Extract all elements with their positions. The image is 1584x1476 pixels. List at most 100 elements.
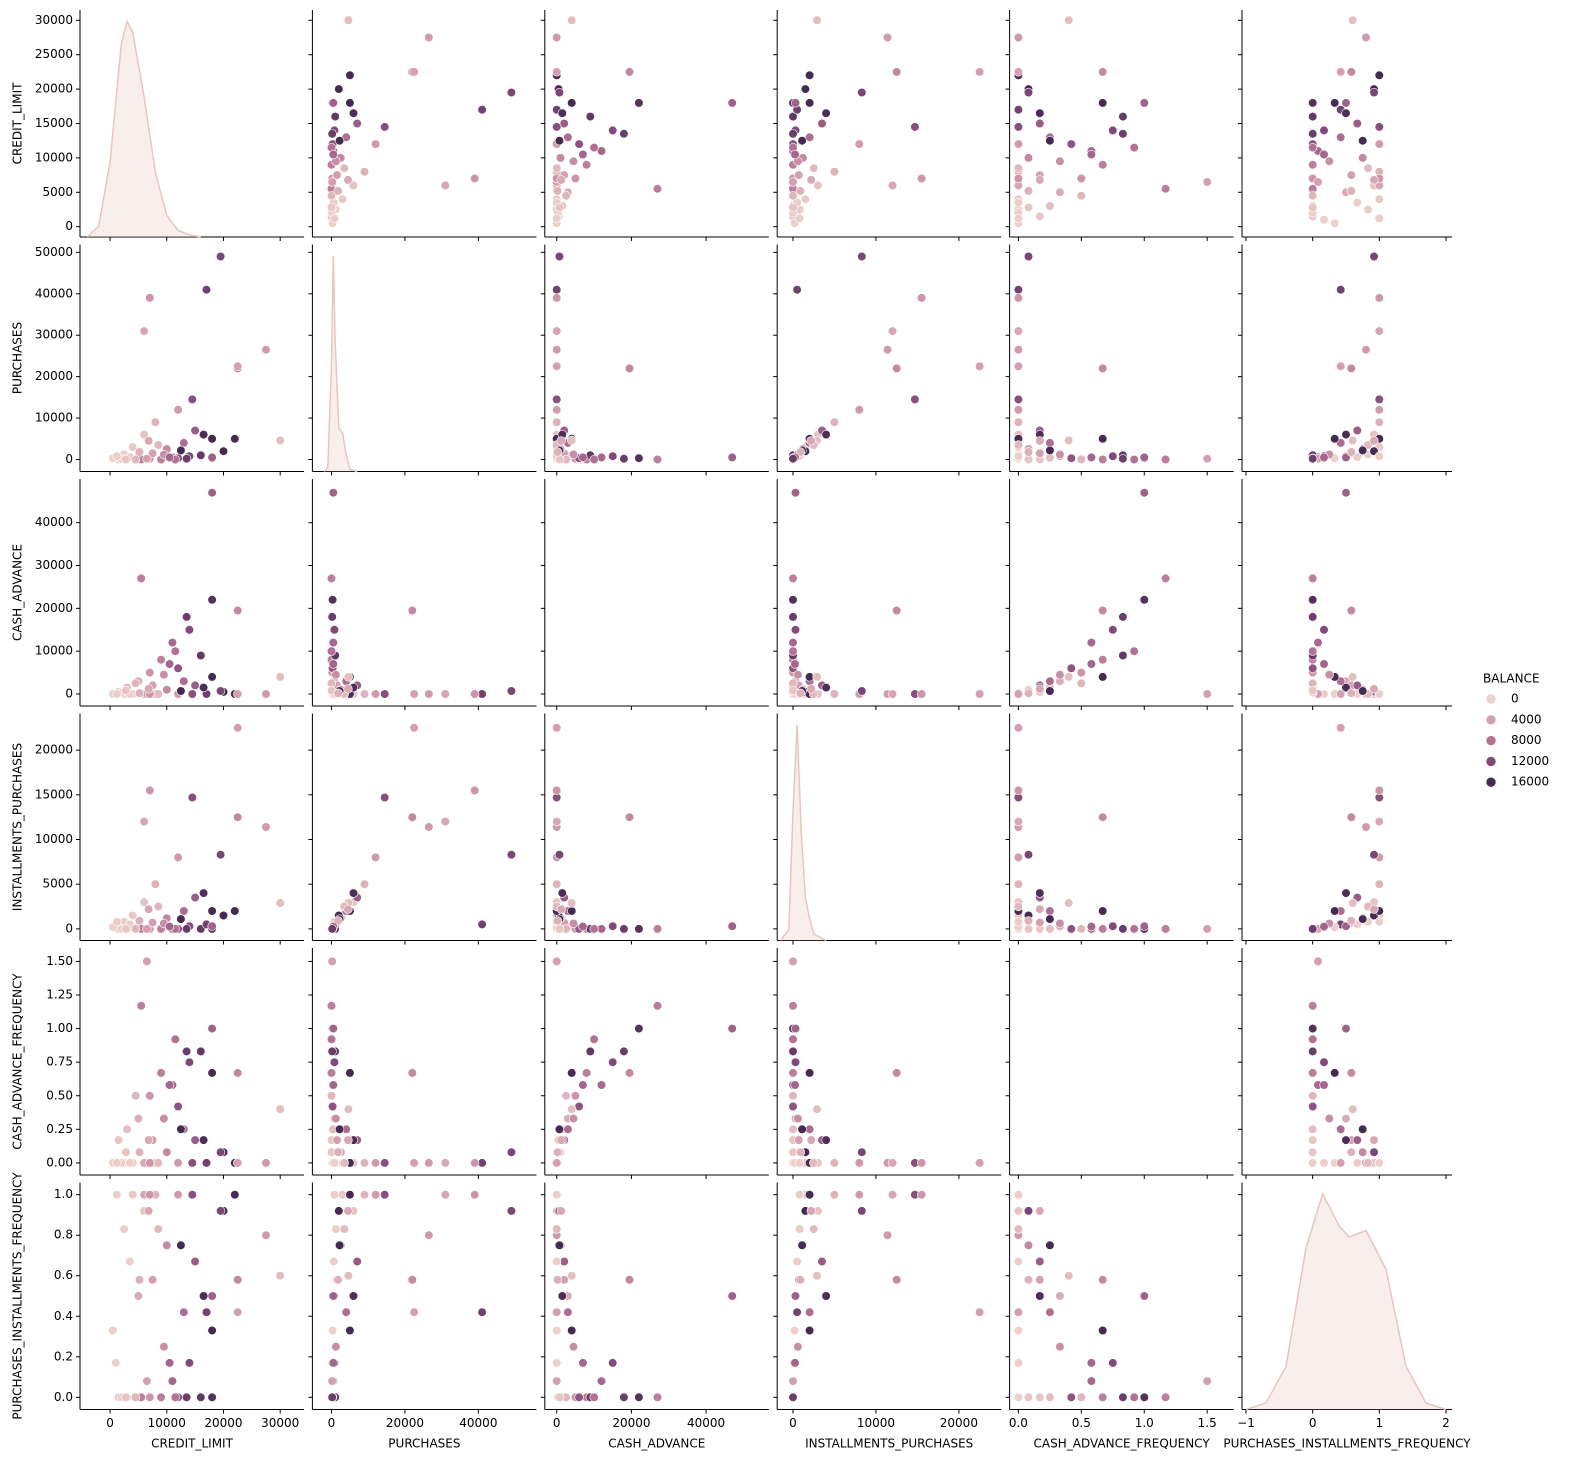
scatter-point [148,448,158,458]
scatter-point [1013,1206,1024,1216]
scatter-point [1202,1376,1212,1386]
scatter-point [145,293,155,303]
scatter-point [1324,670,1334,680]
scatter-point [506,850,517,860]
scatter-point [854,405,864,415]
scatter-point [589,1034,599,1044]
scatter-point [1308,646,1318,656]
scatter-point [812,1271,822,1281]
scatter-point [182,454,192,464]
scatter-point [788,612,798,622]
scatter-point [326,202,337,212]
y-tick-label: 30000 [35,558,73,572]
scatter-point [329,1256,339,1267]
scatter-point [1118,454,1128,464]
scatter-point [182,1392,192,1402]
scatter-point [275,672,285,682]
x-axis-label: INSTALLMENTS_PURCHASES [805,1437,973,1451]
scatter-point [1346,1068,1356,1078]
scatter-point [1013,1256,1024,1267]
scatter-point [1035,1392,1045,1402]
y-axis-label: CREDIT_LIMIT [11,82,25,165]
scatter-point [144,904,154,914]
scatter-point [199,682,209,693]
scatter-point [1118,650,1128,661]
scatter-point [506,686,517,696]
scatter-point [1118,111,1128,122]
scatter-point [1363,204,1373,215]
scatter-point [1361,32,1371,43]
scatter-point [424,822,434,832]
scatter-point [1346,186,1356,196]
scatter-point [829,689,840,699]
scatter-point [892,67,902,77]
scatter-point [568,449,579,460]
scatter-point [327,956,337,967]
scatter-point [821,430,831,440]
scatter-point [108,1325,118,1336]
scatter-point [199,1135,209,1145]
legend-marker [1485,714,1497,726]
scatter-point [567,1271,577,1281]
scatter-point [1045,1240,1055,1250]
kde-line [86,19,201,238]
scatter-point [1064,672,1074,682]
scatter-point [792,1307,802,1317]
y-tick-label: 40000 [35,515,73,529]
scatter-point [568,1113,579,1124]
scatter-point [176,1124,186,1134]
scatter-point [788,573,798,584]
x-axis-label: CASH_ADVANCE_FREQUENCY [1034,1437,1211,1451]
scatter-point [112,917,122,927]
scatter-point [1336,1124,1346,1134]
scatter-point [854,1158,864,1168]
scatter-point [1361,822,1371,832]
scatter-point [371,852,381,863]
scatter-point [345,70,355,80]
x-tick-label: 0.0 [1009,1416,1028,1430]
scatter-point [1086,149,1096,160]
scatter-point [568,156,579,166]
scatter-point [328,1101,338,1112]
scatter-point [159,1113,169,1124]
scatter-point [788,202,798,212]
scatter-point [1308,111,1318,122]
scatter-point [1346,1147,1356,1157]
scatter-point [806,684,816,694]
scatter-point [173,1158,183,1168]
scatter-point [790,98,801,108]
scatter-point [230,434,240,444]
scatter-point [1160,1392,1171,1402]
x-tick-label: 20000 [386,1416,424,1430]
scatter-point [1013,451,1024,461]
scatter-point [207,434,217,444]
kde-line [1245,1191,1447,1411]
scatter-point [809,1224,819,1234]
scatter-point [1023,916,1034,926]
scatter-point [327,1392,337,1402]
scatter-point [233,723,243,733]
scatter-point [1118,1392,1128,1402]
scatter-point [1055,156,1065,166]
scatter-point [910,394,920,405]
scatter-point [371,139,381,149]
scatter-point [1346,688,1356,698]
scatter-point [567,15,577,25]
scatter-point [797,1240,807,1250]
scatter-point [380,122,390,132]
scatter-point [348,888,359,898]
scatter-point [1086,659,1096,669]
scatter-point [343,684,353,694]
scatter-point [857,686,867,696]
scatter-point [559,118,569,129]
y-tick-label: 30000 [35,328,73,342]
scatter-point [1055,449,1065,460]
scatter-point [1330,434,1340,444]
scatter-point [1369,1135,1379,1145]
scatter-point [470,689,480,699]
scatter-point [561,191,571,201]
scatter-point [554,87,565,98]
scatter-point [585,111,595,122]
